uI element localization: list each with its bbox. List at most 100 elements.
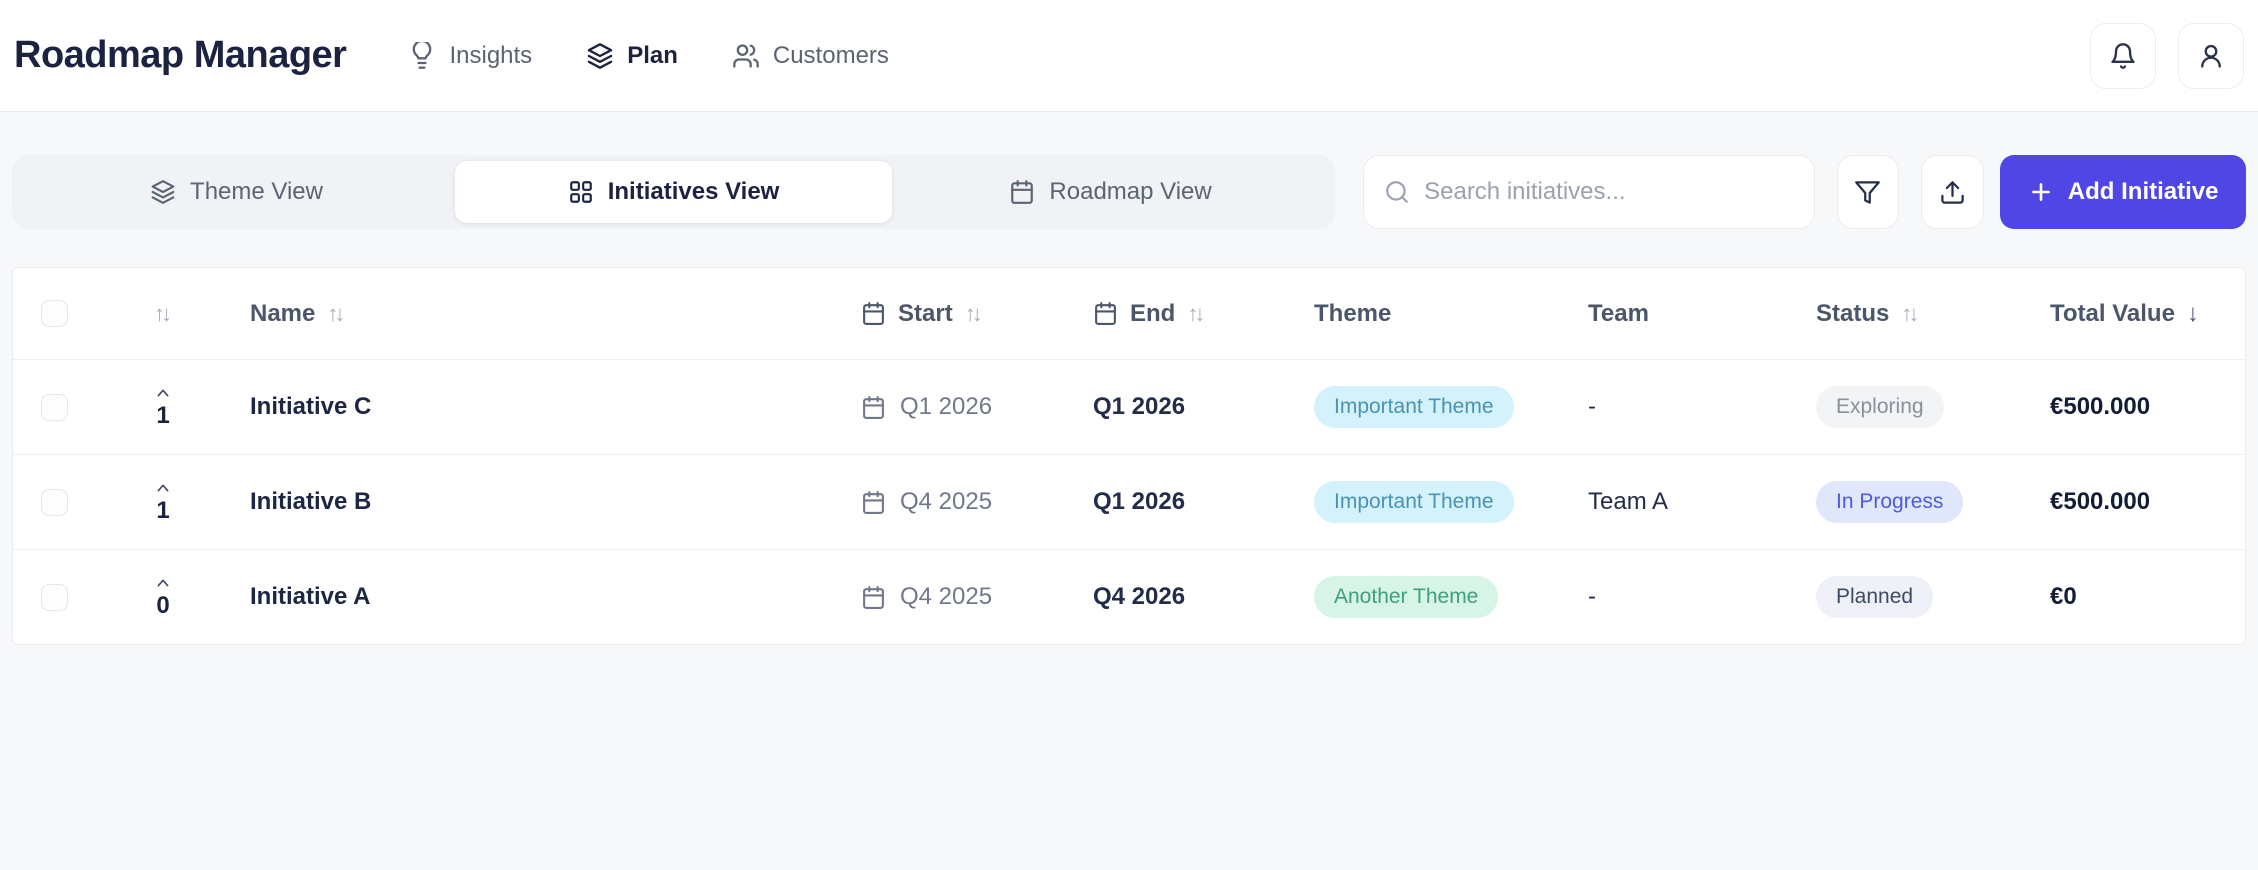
- layers-icon: [150, 179, 176, 205]
- sort-icon: ↑↓: [1187, 300, 1205, 326]
- theme-badge: Important Theme: [1314, 481, 1514, 523]
- column-header-start[interactable]: Start ↑↓: [813, 300, 1043, 328]
- topbar-actions: [2090, 22, 2244, 89]
- status-badge: Exploring: [1816, 386, 1944, 428]
- add-initiative-button[interactable]: Add Initiative: [2000, 155, 2246, 229]
- funnel-icon: [1854, 179, 1881, 206]
- chevron-up-icon[interactable]: [151, 385, 175, 401]
- team-value: Team A: [1588, 488, 1669, 515]
- toolbar: Theme View Initiatives View Roadmap View…: [12, 155, 2246, 229]
- nav-item-insights[interactable]: Insights: [408, 41, 533, 70]
- search-icon: [1384, 179, 1410, 205]
- column-label: Status: [1816, 299, 1890, 327]
- chevron-up-icon[interactable]: [151, 480, 175, 496]
- column-label: Total Value: [2050, 299, 2175, 327]
- end-value: Q1 2026: [1093, 393, 1186, 420]
- status-badge: In Progress: [1816, 481, 1964, 523]
- initiative-name[interactable]: Initiative B: [250, 488, 372, 515]
- header-checkbox-cell: [13, 300, 103, 327]
- calendar-icon: [861, 585, 886, 610]
- main-content: Theme View Initiatives View Roadmap View…: [0, 155, 2258, 645]
- tab-label: Roadmap View: [1049, 178, 1212, 205]
- team-value: -: [1588, 583, 1596, 610]
- total-value: €500.000: [2050, 393, 2151, 420]
- vote-count: 1: [156, 496, 170, 524]
- user-icon: [2197, 42, 2225, 70]
- tab-theme-view[interactable]: Theme View: [18, 161, 455, 223]
- start-value: Q1 2026: [900, 393, 993, 420]
- sort-icon: ↑↓: [327, 300, 345, 326]
- column-header-votes[interactable]: ↑↓: [103, 301, 223, 327]
- nav-item-plan[interactable]: Plan: [586, 42, 678, 70]
- row-checkbox[interactable]: [41, 583, 68, 611]
- table-row: 1 Initiative B Q4 2025 Q1 2026 Important…: [13, 454, 2245, 549]
- select-all-checkbox[interactable]: [41, 300, 68, 327]
- main-nav: Insights Plan Customers: [408, 41, 889, 70]
- column-header-theme: Theme: [1268, 300, 1538, 328]
- search-input[interactable]: [1424, 178, 1794, 206]
- profile-button[interactable]: [2178, 22, 2244, 89]
- status-badge: Planned: [1816, 576, 1934, 618]
- calendar-icon: [861, 301, 886, 326]
- column-header-name[interactable]: Name ↑↓: [223, 300, 813, 328]
- column-header-status[interactable]: Status ↑↓: [1768, 300, 1998, 328]
- row-checkbox[interactable]: [41, 393, 68, 421]
- tab-label: Theme View: [190, 178, 323, 205]
- layers-icon: [586, 42, 614, 70]
- nav-item-label: Customers: [772, 41, 889, 69]
- start-cell: Q1 2026: [813, 393, 1043, 421]
- search-box: [1363, 155, 1815, 229]
- tab-roadmap-view[interactable]: Roadmap View: [892, 161, 1329, 223]
- column-label: Team: [1588, 299, 1649, 327]
- export-button[interactable]: [1921, 155, 1985, 229]
- vote-control[interactable]: 0: [103, 575, 223, 620]
- theme-badge: Important Theme: [1314, 386, 1514, 428]
- initiatives-table: ↑↓ Name ↑↓ Start ↑↓ End ↑↓ Theme Team: [12, 267, 2246, 645]
- end-value: Q4 2026: [1093, 583, 1186, 610]
- column-header-team: Team: [1538, 300, 1768, 328]
- initiative-name[interactable]: Initiative A: [250, 583, 371, 610]
- chevron-up-icon[interactable]: [151, 575, 175, 591]
- users-icon: [732, 42, 760, 70]
- initiative-name[interactable]: Initiative C: [250, 393, 372, 420]
- column-header-end[interactable]: End ↑↓: [1043, 300, 1268, 328]
- filter-button[interactable]: [1836, 155, 1900, 229]
- calendar-icon: [1009, 179, 1035, 205]
- nav-item-label: Insights: [449, 41, 533, 69]
- vote-control[interactable]: 1: [103, 480, 223, 525]
- row-checkbox[interactable]: [41, 488, 68, 516]
- table-row: 0 Initiative A Q4 2025 Q4 2026 Another T…: [13, 549, 2245, 644]
- calendar-icon: [1093, 301, 1118, 326]
- start-value: Q4 2025: [900, 583, 993, 610]
- tab-initiatives-view[interactable]: Initiatives View: [455, 161, 893, 223]
- column-label: End: [1130, 299, 1176, 327]
- end-value: Q1 2026: [1093, 488, 1186, 515]
- calendar-icon: [861, 490, 886, 515]
- nav-item-customers[interactable]: Customers: [732, 42, 889, 70]
- tab-label: Initiatives View: [607, 178, 780, 205]
- vote-control[interactable]: 1: [103, 385, 223, 430]
- table-header-row: ↑↓ Name ↑↓ Start ↑↓ End ↑↓ Theme Team: [13, 268, 2245, 359]
- plus-icon: [2028, 179, 2054, 205]
- column-label: Name: [250, 299, 316, 327]
- total-value: €500.000: [2050, 488, 2151, 515]
- vote-count: 0: [156, 591, 170, 619]
- vote-count: 1: [156, 401, 170, 429]
- total-value: €0: [2050, 583, 2077, 610]
- calendar-icon: [861, 395, 886, 420]
- grid-icon: [568, 179, 594, 205]
- start-cell: Q4 2025: [813, 583, 1043, 611]
- add-initiative-label: Add Initiative: [2067, 178, 2219, 205]
- sort-icon: ↑↓: [964, 300, 983, 326]
- sort-desc-icon: ↓: [2186, 299, 2199, 327]
- column-label: Theme: [1314, 299, 1392, 327]
- app-title: Roadmap Manager: [14, 34, 347, 76]
- theme-badge: Another Theme: [1314, 576, 1499, 618]
- team-value: -: [1588, 393, 1596, 420]
- bell-icon: [2109, 42, 2137, 70]
- lightbulb-icon: [408, 41, 436, 70]
- upload-icon: [1939, 179, 1966, 206]
- column-header-total-value[interactable]: Total Value ↓: [1998, 300, 2245, 328]
- notifications-button[interactable]: [2090, 22, 2156, 89]
- start-cell: Q4 2025: [813, 488, 1043, 516]
